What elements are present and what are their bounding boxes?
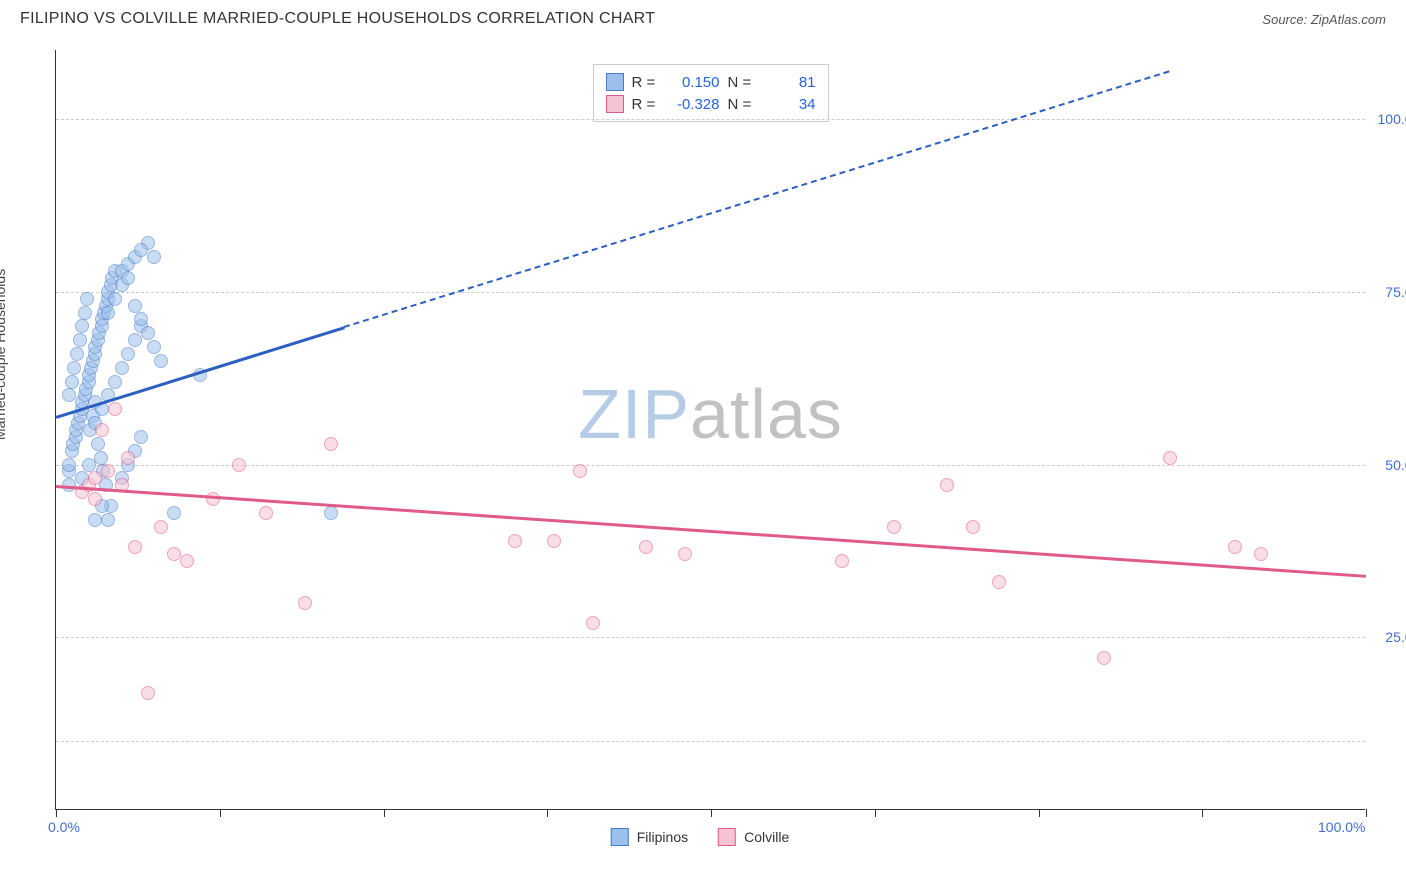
data-point: [147, 340, 161, 354]
legend-item-filipinos: Filipinos: [611, 828, 688, 846]
data-point: [1228, 540, 1242, 554]
y-axis-label: Married-couple Households: [0, 269, 8, 440]
data-point: [1097, 651, 1111, 665]
source-attribution: Source: ZipAtlas.com: [1262, 12, 1386, 27]
x-tick-label: 0.0%: [48, 819, 80, 835]
data-point: [88, 471, 102, 485]
data-point: [108, 402, 122, 416]
gridline: [56, 741, 1365, 742]
data-point: [324, 506, 338, 520]
data-point: [147, 250, 161, 264]
gridline: [56, 119, 1365, 120]
data-point: [95, 423, 109, 437]
data-point: [639, 540, 653, 554]
data-point: [128, 299, 142, 313]
data-point: [128, 540, 142, 554]
chart-container: Married-couple Households ZIPatlas R = 0…: [10, 40, 1390, 850]
legend-item-colville: Colville: [718, 828, 789, 846]
data-point: [835, 554, 849, 568]
legend-swatch-icon: [611, 828, 629, 846]
data-point: [141, 326, 155, 340]
data-point: [91, 437, 105, 451]
x-tick: [220, 809, 221, 817]
y-tick-label: 100.0%: [1370, 111, 1406, 127]
x-tick: [711, 809, 712, 817]
data-point: [73, 333, 87, 347]
data-point: [67, 361, 81, 375]
data-point: [75, 319, 89, 333]
y-tick-label: 50.0%: [1370, 457, 1406, 473]
x-tick-label: 100.0%: [1318, 819, 1365, 835]
data-point: [115, 361, 129, 375]
x-tick: [1039, 809, 1040, 817]
legend-swatch-filipinos: [606, 73, 624, 91]
data-point: [508, 534, 522, 548]
data-point: [141, 686, 155, 700]
data-point: [88, 513, 102, 527]
data-point: [101, 306, 115, 320]
data-point: [259, 506, 273, 520]
data-point: [62, 458, 76, 472]
x-tick: [384, 809, 385, 817]
data-point: [101, 464, 115, 478]
y-tick-label: 25.0%: [1370, 629, 1406, 645]
data-point: [547, 534, 561, 548]
data-point: [167, 547, 181, 561]
data-point: [678, 547, 692, 561]
series-legend: Filipinos Colville: [611, 828, 789, 846]
x-tick: [1366, 809, 1367, 817]
legend-row-colville: R = -0.328 N = 34: [606, 93, 816, 115]
data-point: [78, 306, 92, 320]
data-point: [966, 520, 980, 534]
data-point: [586, 616, 600, 630]
data-point: [121, 451, 135, 465]
data-point: [298, 596, 312, 610]
data-point: [324, 437, 338, 451]
correlation-legend: R = 0.150 N = 81 R = -0.328 N = 34: [593, 64, 829, 122]
x-tick: [56, 809, 57, 817]
data-point: [992, 575, 1006, 589]
data-point: [887, 520, 901, 534]
legend-swatch-colville: [606, 95, 624, 113]
data-point: [108, 375, 122, 389]
data-point: [65, 375, 79, 389]
trend-line: [56, 485, 1366, 577]
data-point: [70, 347, 84, 361]
data-point: [154, 354, 168, 368]
data-point: [121, 347, 135, 361]
x-tick: [875, 809, 876, 817]
legend-row-filipinos: R = 0.150 N = 81: [606, 71, 816, 93]
data-point: [121, 271, 135, 285]
data-point: [940, 478, 954, 492]
data-point: [128, 333, 142, 347]
x-tick: [547, 809, 548, 817]
gridline: [56, 292, 1365, 293]
data-point: [1254, 547, 1268, 561]
chart-header: FILIPINO VS COLVILLE MARRIED-COUPLE HOUS…: [0, 0, 1406, 34]
data-point: [154, 520, 168, 534]
data-point: [180, 554, 194, 568]
gridline: [56, 465, 1365, 466]
data-point: [82, 458, 96, 472]
data-point: [134, 243, 148, 257]
data-point: [88, 492, 102, 506]
data-point: [573, 464, 587, 478]
chart-title: FILIPINO VS COLVILLE MARRIED-COUPLE HOUS…: [20, 10, 655, 28]
data-point: [167, 506, 181, 520]
data-point: [101, 513, 115, 527]
y-tick-label: 75.0%: [1370, 284, 1406, 300]
data-point: [1163, 451, 1177, 465]
data-point: [232, 458, 246, 472]
data-point: [80, 292, 94, 306]
plot-area: ZIPatlas R = 0.150 N = 81 R = -0.328 N =…: [55, 50, 1365, 810]
data-point: [206, 492, 220, 506]
data-point: [108, 292, 122, 306]
data-point: [62, 388, 76, 402]
gridline: [56, 637, 1365, 638]
legend-swatch-icon: [718, 828, 736, 846]
data-point: [134, 430, 148, 444]
data-point: [134, 312, 148, 326]
x-tick: [1202, 809, 1203, 817]
watermark: ZIPatlas: [578, 374, 843, 454]
